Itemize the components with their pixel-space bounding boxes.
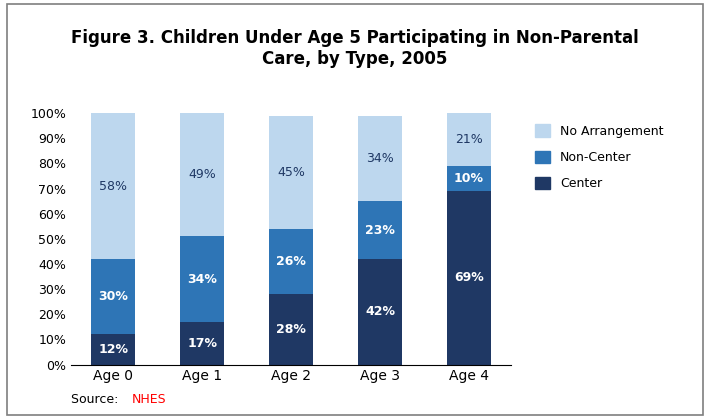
Text: 21%: 21% xyxy=(455,133,483,146)
Text: 26%: 26% xyxy=(276,255,306,268)
Text: 23%: 23% xyxy=(365,223,395,237)
Bar xyxy=(358,259,403,365)
Bar xyxy=(447,166,491,191)
Bar xyxy=(180,236,224,322)
Text: 30%: 30% xyxy=(98,290,129,303)
Bar xyxy=(447,191,491,365)
Text: 42%: 42% xyxy=(365,305,395,318)
Text: 28%: 28% xyxy=(276,323,306,336)
Bar xyxy=(269,229,313,294)
Bar xyxy=(91,113,136,259)
Bar xyxy=(447,113,491,166)
Text: 34%: 34% xyxy=(366,152,394,165)
Text: Source:: Source: xyxy=(71,393,122,406)
Bar xyxy=(358,201,403,259)
Text: 45%: 45% xyxy=(277,166,305,179)
Bar xyxy=(91,259,136,334)
Bar xyxy=(91,334,136,365)
Legend: No Arrangement, Non-Center, Center: No Arrangement, Non-Center, Center xyxy=(535,124,664,190)
Text: 34%: 34% xyxy=(187,272,217,286)
Text: 49%: 49% xyxy=(188,168,216,181)
Text: 10%: 10% xyxy=(454,172,484,185)
Text: NHES: NHES xyxy=(131,393,166,406)
Text: 12%: 12% xyxy=(98,343,129,356)
Bar xyxy=(269,294,313,365)
Text: 69%: 69% xyxy=(454,271,484,285)
Text: Figure 3. Children Under Age 5 Participating in Non-Parental
Care, by Type, 2005: Figure 3. Children Under Age 5 Participa… xyxy=(71,29,639,68)
Text: 17%: 17% xyxy=(187,336,217,350)
Text: 58%: 58% xyxy=(99,179,127,193)
Bar xyxy=(180,322,224,365)
Bar xyxy=(358,116,403,201)
Bar xyxy=(180,113,224,236)
Bar xyxy=(269,116,313,229)
